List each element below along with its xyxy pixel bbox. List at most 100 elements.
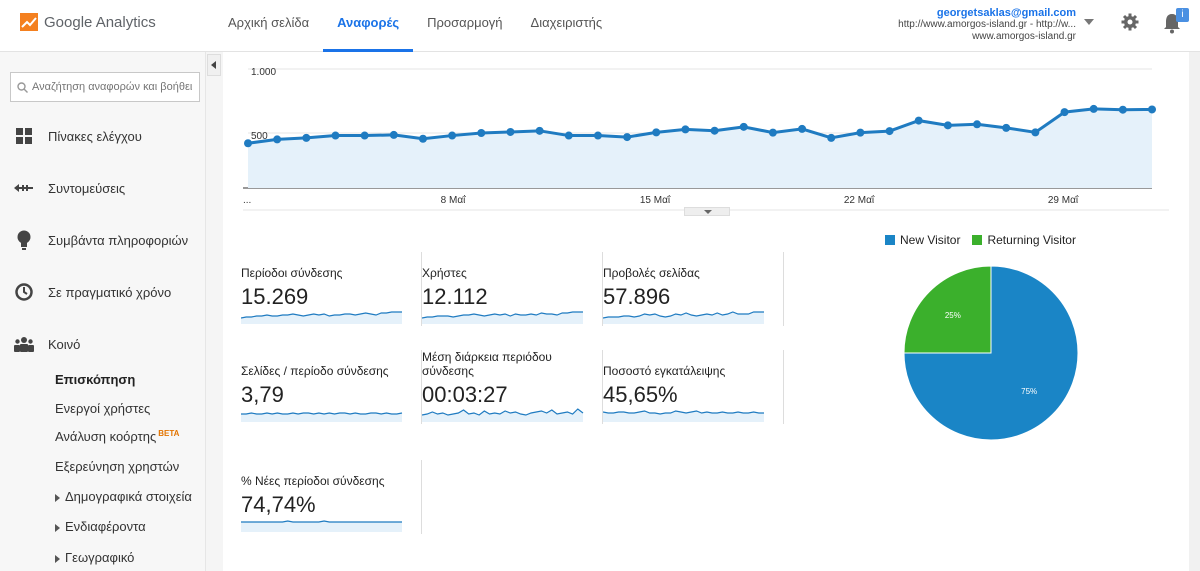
search-box[interactable] bbox=[10, 72, 200, 102]
chart-point bbox=[652, 128, 661, 137]
gear-icon[interactable] bbox=[1120, 12, 1140, 32]
sidebar-item-intelligence[interactable]: Συμβάντα πληροφοριών bbox=[14, 230, 188, 250]
sidebar-sub-user-explorer[interactable]: Εξερεύνηση χρηστών bbox=[55, 459, 180, 474]
chart-point bbox=[1118, 105, 1127, 114]
sparkline-fill bbox=[422, 409, 583, 422]
visitor-pie-chart: 75% 25% bbox=[903, 266, 1079, 441]
metric-card[interactable]: Σελίδες / περίοδο σύνδεσης 3,79 bbox=[241, 350, 422, 432]
sidebar-item-label: Πίνακες ελέγχου bbox=[48, 128, 142, 144]
sidebar-item-label: Κοινό bbox=[48, 336, 81, 352]
x-tick-label: 15 Μαΐ bbox=[640, 194, 671, 206]
sidebar-item-realtime[interactable]: Σε πραγματικό χρόνο bbox=[14, 282, 171, 302]
metric-label: % Νέες περίοδοι σύνδεσης bbox=[241, 474, 385, 488]
chart-expand-handle[interactable] bbox=[684, 207, 730, 216]
sidebar-sub-geo[interactable]: Γεωγραφικό bbox=[55, 550, 134, 565]
scrollbar[interactable] bbox=[1189, 52, 1200, 571]
sidebar-item-label: Συμβάντα πληροφοριών bbox=[48, 232, 189, 248]
nav-reports[interactable]: Αναφορές bbox=[323, 0, 414, 52]
sparkline-line bbox=[241, 311, 402, 319]
sidebar-sub-overview[interactable]: Επισκόπηση bbox=[55, 372, 136, 387]
chart-point bbox=[885, 127, 894, 136]
sidebar-sub-label: Ανάλυση κοόρτης bbox=[55, 429, 157, 444]
sparkline-fill bbox=[422, 312, 583, 324]
chart-point bbox=[418, 134, 427, 143]
metric-sparkline bbox=[603, 311, 764, 324]
clock-icon bbox=[15, 283, 33, 301]
sidebar-sub-demographics[interactable]: Δημογραφικά στοιχεία bbox=[55, 489, 192, 504]
sidebar-sub-label: Γεωγραφικό bbox=[65, 550, 135, 565]
nav-admin[interactable]: Διαχειριστής bbox=[530, 15, 603, 30]
metric-sparkline bbox=[422, 408, 584, 422]
search-input[interactable] bbox=[32, 81, 192, 93]
expand-triangle-icon bbox=[55, 554, 60, 563]
chart-series-line bbox=[247, 107, 1153, 145]
account-view: www.amorgos-island.gr bbox=[972, 31, 1076, 42]
pie-legend: New Visitor Returning Visitor bbox=[885, 233, 1088, 247]
metric-card[interactable]: Ποσοστό εγκατάλειψης 45,65% bbox=[603, 350, 784, 432]
chart-point bbox=[856, 128, 865, 137]
metric-divider bbox=[421, 460, 422, 534]
sidebar-item-dashboards[interactable]: Πίνακες ελέγχου bbox=[14, 126, 142, 146]
sidebar-sub-label: Δημογραφικά στοιχεία bbox=[65, 489, 192, 504]
metric-sparkline bbox=[603, 410, 764, 422]
chart-point bbox=[943, 121, 952, 130]
top-bar: Google Analytics Αρχική σελίδα Αναφορές … bbox=[0, 0, 1200, 52]
analytics-logo[interactable]: Google Analytics bbox=[20, 13, 156, 31]
sparkline-line bbox=[603, 311, 764, 319]
x-tick-label: 8 Μαΐ bbox=[441, 194, 466, 206]
sidebar-item-shortcuts[interactable]: Συντομεύσεις bbox=[14, 178, 125, 198]
nav-customization[interactable]: Προσαρμογή bbox=[427, 15, 503, 30]
account-selector[interactable]: georgetsaklas@gmail.com http://www.amorg… bbox=[898, 7, 1076, 43]
metric-value: 57.896 bbox=[603, 284, 671, 309]
metric-divider bbox=[783, 350, 784, 424]
sidebar-item-label: Σε πραγματικό χρόνο bbox=[48, 284, 172, 300]
metric-label: Μέση διάρκεια περιόδου σύνδεσης bbox=[422, 350, 552, 378]
metric-divider bbox=[602, 252, 603, 326]
metric-card[interactable]: Μέση διάρκεια περιόδου σύνδεσης 00:03:27 bbox=[422, 350, 603, 432]
metric-card[interactable]: Προβολές σελίδας 57.896 bbox=[603, 252, 784, 334]
chart-point bbox=[477, 129, 486, 137]
sparkline-fill bbox=[241, 312, 402, 324]
sidebar-sub-active-users[interactable]: Ενεργοί χρήστες bbox=[55, 401, 151, 416]
collapse-sidebar-button[interactable] bbox=[207, 54, 221, 76]
chart-point bbox=[273, 135, 282, 144]
metric-sparkline bbox=[422, 311, 583, 324]
expand-triangle-icon bbox=[55, 493, 60, 502]
legend-item-new-visitor[interactable]: New Visitor bbox=[885, 233, 960, 247]
main-content: 1.000 500... 8 Μαΐ 15 Μαΐ 22 Μαΐ 29 Μαΐ Περίο… bbox=[223, 52, 1189, 571]
chart-point bbox=[1060, 108, 1069, 117]
logo-text: Google Analytics bbox=[44, 13, 156, 31]
metric-label: Χρήστες bbox=[422, 266, 467, 280]
chart-point bbox=[1148, 105, 1156, 114]
metric-card[interactable]: Χρήστες 12.112 bbox=[422, 252, 603, 334]
sidebar-sub-label: Ενδιαφέροντα bbox=[65, 519, 146, 534]
pie-slice bbox=[903, 266, 1079, 441]
metric-sparkline bbox=[241, 311, 402, 324]
sparkline-fill bbox=[241, 521, 402, 532]
sidebar-sub-interests[interactable]: Ενδιαφέροντα bbox=[55, 519, 146, 534]
metric-divider bbox=[602, 350, 603, 424]
metric-sparkline bbox=[241, 412, 403, 422]
chart-point bbox=[1031, 128, 1040, 137]
chart-point bbox=[623, 133, 632, 142]
metric-card[interactable]: % Νέες περίοδοι σύνδεσης 74,74% bbox=[241, 460, 422, 542]
metric-sparkline bbox=[241, 520, 402, 532]
chart-point bbox=[973, 120, 982, 129]
caret-down-icon[interactable] bbox=[1084, 19, 1094, 25]
chart-point bbox=[681, 125, 690, 134]
metric-divider bbox=[421, 350, 422, 424]
legend-item-returning-visitor[interactable]: Returning Visitor bbox=[972, 233, 1076, 247]
chart-point bbox=[1002, 123, 1011, 132]
main-nav: Αρχική σελίδα Αναφορές Προσαρμογή Διαχει… bbox=[214, 0, 616, 52]
sidebar-sub-cohort[interactable]: Ανάλυση κοόρτης BETA bbox=[55, 429, 179, 444]
sessions-line-chart: 1.000 500... 8 Μαΐ 15 Μαΐ 22 Μαΐ 29 Μαΐ bbox=[243, 67, 1169, 211]
sparkline-line bbox=[422, 311, 583, 319]
metric-divider bbox=[783, 252, 784, 326]
notification-badge: i bbox=[1176, 8, 1189, 22]
shortcut-icon bbox=[14, 184, 33, 192]
metric-card[interactable]: Περίοδοι σύνδεσης 15.269 bbox=[241, 252, 422, 334]
nav-home[interactable]: Αρχική σελίδα bbox=[228, 15, 310, 30]
chart-point bbox=[535, 126, 544, 135]
metric-value: 45,65% bbox=[603, 382, 678, 407]
sidebar-item-audience[interactable]: Κοινό bbox=[14, 334, 80, 354]
